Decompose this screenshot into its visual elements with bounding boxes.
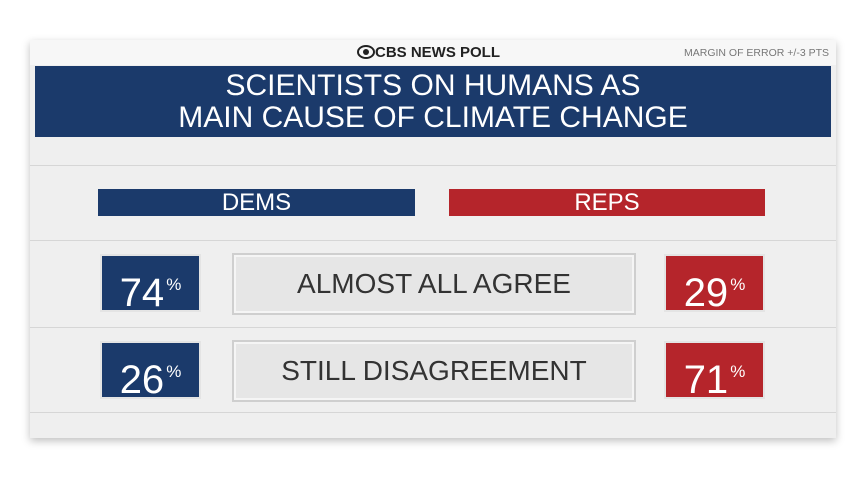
value-box: 26%	[100, 341, 201, 402]
column-header: REPS	[449, 189, 765, 216]
value-box: 29%	[664, 254, 765, 315]
value-unit: %	[730, 362, 746, 381]
value-number: 29	[683, 271, 729, 315]
value-number: 71	[683, 358, 729, 402]
column-header: DEMS	[98, 189, 415, 216]
cbs-eye-logo	[357, 45, 375, 59]
separator	[30, 240, 836, 241]
value-unit: %	[730, 275, 746, 294]
value-number: 74	[119, 271, 165, 315]
value-box: 74%	[100, 254, 201, 315]
title-box: SCIENTISTS ON HUMANS AS MAIN CAUSE OF CL…	[35, 66, 831, 137]
separator	[30, 412, 836, 413]
value-box: 71%	[664, 341, 765, 402]
title-line: MAIN CAUSE OF CLIMATE CHANGE	[178, 101, 688, 134]
row-label: STILL DISAGREEMENT	[232, 340, 636, 402]
source: CBS NEWS POLL	[375, 44, 501, 61]
value-number: 26	[119, 358, 165, 402]
separator	[30, 165, 836, 166]
margin-of-error: MARGIN OF ERROR +/-3 PTS	[684, 47, 829, 59]
title-line: SCIENTISTS ON HUMANS AS	[225, 69, 641, 102]
value-unit: %	[166, 275, 182, 294]
value-unit: %	[166, 362, 182, 381]
row-label: ALMOST ALL AGREE	[232, 253, 636, 315]
separator	[30, 327, 836, 328]
top-bar	[30, 40, 836, 65]
